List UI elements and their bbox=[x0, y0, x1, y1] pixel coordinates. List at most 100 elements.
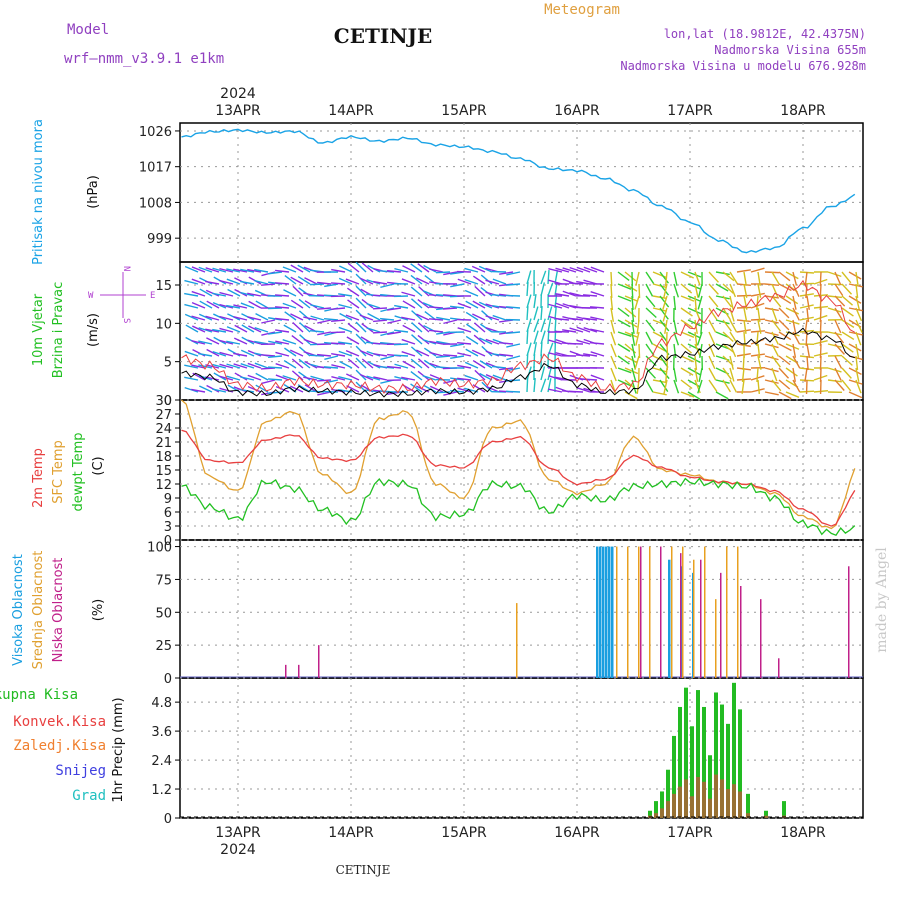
wind-arrow bbox=[366, 327, 381, 333]
wind-arrow bbox=[212, 388, 227, 393]
wind-lines bbox=[181, 279, 856, 398]
tick-label: 0 bbox=[164, 812, 172, 827]
wind-arrow bbox=[212, 301, 227, 309]
wind-arrow bbox=[855, 367, 860, 382]
wind-arrow bbox=[673, 295, 677, 310]
tick-label: 15 bbox=[155, 464, 172, 479]
total-precip-bar bbox=[714, 692, 718, 818]
wind-arrow bbox=[666, 343, 669, 359]
wind-arrow bbox=[750, 353, 765, 357]
wind-arrow bbox=[547, 318, 552, 333]
wind-arrow bbox=[394, 329, 409, 333]
wind-arrow bbox=[227, 288, 241, 297]
wind-arrow bbox=[569, 317, 584, 321]
wind-arrow bbox=[698, 367, 703, 382]
wind-arrow bbox=[247, 292, 262, 297]
wind-arrow bbox=[199, 300, 213, 309]
wind-arrow bbox=[533, 294, 537, 309]
wind-arrow bbox=[841, 379, 852, 392]
wind-arrow bbox=[465, 311, 479, 321]
dewpoint-line bbox=[181, 477, 856, 536]
wind-arrow bbox=[212, 350, 227, 357]
wind-arrow bbox=[191, 290, 206, 297]
wind-arrow bbox=[198, 340, 213, 345]
wind-arrow bbox=[429, 268, 444, 273]
wind-arrow bbox=[373, 352, 388, 357]
wind-arrow bbox=[255, 300, 269, 309]
wind-arrow bbox=[778, 319, 790, 331]
temp-2m-line bbox=[181, 429, 856, 527]
wind-arrow bbox=[548, 339, 563, 345]
total-precip-bar bbox=[678, 706, 682, 818]
total-precip-bar bbox=[702, 706, 706, 818]
mid-cloud-bar bbox=[693, 559, 695, 678]
tick-label: 1.2 bbox=[151, 783, 172, 798]
wind-arrow bbox=[834, 343, 845, 355]
wind-arrow bbox=[303, 316, 318, 321]
wind-arrow bbox=[198, 313, 213, 321]
wind-arrow bbox=[191, 266, 206, 273]
wind-arrow bbox=[848, 271, 862, 280]
wind-arrow bbox=[491, 293, 507, 297]
wind-arrow bbox=[617, 319, 631, 328]
wind-arrow bbox=[659, 367, 670, 380]
wind-arrow bbox=[778, 355, 791, 366]
wind-arrow bbox=[410, 298, 423, 309]
wind-arrow bbox=[347, 358, 360, 369]
wind-arrow bbox=[323, 366, 339, 369]
mid-cloud-bar bbox=[726, 546, 728, 678]
wind-arrow bbox=[624, 319, 638, 328]
wind-arrow bbox=[393, 343, 409, 346]
wind-arrow bbox=[680, 367, 694, 376]
wind-arrow bbox=[355, 321, 367, 333]
wind-arrow bbox=[680, 307, 693, 317]
wind-arrow bbox=[450, 283, 465, 288]
wind-arrow bbox=[540, 378, 547, 393]
wind-arrow bbox=[331, 375, 346, 381]
wind-arrow bbox=[722, 319, 732, 332]
wind-arrow bbox=[589, 306, 605, 309]
wind-arrow bbox=[359, 277, 374, 285]
mid-cloud-bar bbox=[704, 546, 706, 678]
tick-label: 10 bbox=[155, 317, 172, 332]
wind-arrow bbox=[848, 295, 862, 304]
low-cloud-bar bbox=[760, 599, 762, 678]
conv-precip-bar bbox=[654, 813, 658, 818]
wind-arrow bbox=[464, 278, 479, 285]
wind-arrow bbox=[708, 355, 716, 370]
wind-arrow bbox=[799, 282, 815, 285]
total-precip-bar bbox=[720, 704, 724, 818]
wind-arrow bbox=[199, 385, 213, 393]
wind-arrow bbox=[429, 385, 444, 393]
wind-arrow bbox=[330, 319, 346, 323]
conv-precip-bar bbox=[726, 789, 730, 818]
wind-arrow bbox=[576, 387, 591, 393]
wind-arrow bbox=[275, 329, 290, 333]
wind-arrow bbox=[617, 331, 632, 337]
mid-cloud-bar bbox=[649, 546, 651, 678]
wind-arrow bbox=[331, 353, 346, 357]
wind-arrow bbox=[526, 342, 532, 357]
model-name: wrf—nmm_v3.9.1 e1km bbox=[64, 51, 224, 67]
wind-arrow bbox=[233, 352, 248, 357]
wind-arrow bbox=[645, 331, 654, 345]
precip-ticks: 4.8 3.6 2.4 1.2 0 bbox=[151, 696, 180, 827]
wind-arrow bbox=[226, 268, 241, 273]
wind-arrow bbox=[715, 343, 730, 350]
wind-arrow bbox=[771, 367, 778, 382]
wind-arrow bbox=[240, 302, 255, 309]
wind-arrow bbox=[645, 319, 656, 332]
wind-arrow bbox=[346, 385, 360, 393]
year-top: 2024 bbox=[220, 86, 256, 102]
bottom-date-label: 16APR bbox=[554, 825, 600, 841]
wind-arrow bbox=[297, 264, 311, 273]
wind-arrow bbox=[411, 322, 423, 333]
wind-arrow bbox=[582, 294, 598, 297]
wind-arrow bbox=[330, 282, 346, 285]
wind-arrow bbox=[367, 312, 381, 321]
tick-label: 2.4 bbox=[151, 754, 172, 769]
wind-arrow bbox=[184, 303, 199, 309]
wind-arrow bbox=[317, 391, 332, 396]
wind-arrow bbox=[548, 267, 563, 273]
wind-arrow bbox=[283, 359, 297, 369]
